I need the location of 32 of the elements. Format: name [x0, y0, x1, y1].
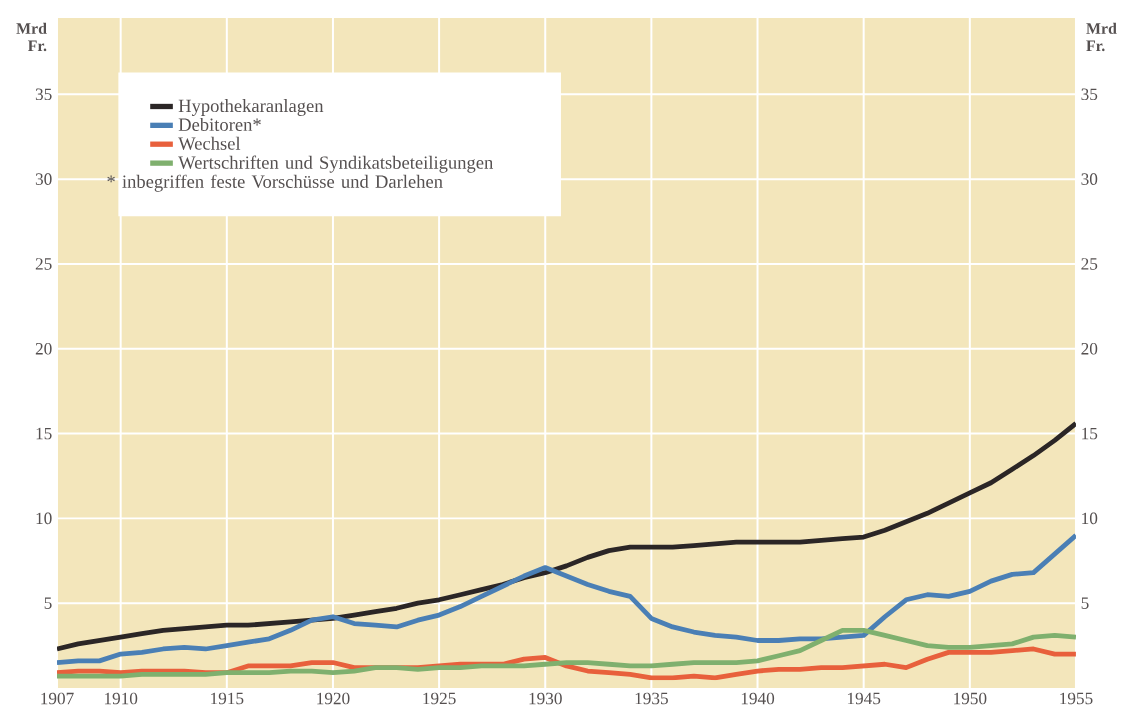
x-tick-label: 1940 [741, 692, 775, 705]
y2-tick-label: 35 [1081, 88, 1098, 101]
x-tick-label: 1955 [1060, 692, 1093, 705]
x-tick-label: 1910 [104, 692, 138, 705]
x-tick-label: 1907 [41, 692, 74, 705]
x-tick-label: 1950 [954, 692, 987, 705]
y-tick-label: 5 [44, 597, 52, 609]
y-axis-title: Mrd Fr. [16, 22, 47, 52]
y-tick-label: 20 [35, 342, 52, 355]
y2-tick-label: 15 [1082, 427, 1098, 440]
x-tick-label: 1920 [317, 692, 350, 705]
y2-tick-label: 10 [1082, 512, 1098, 525]
y2-tick-label: 20 [1081, 342, 1098, 355]
legend-label: Wechsel [178, 136, 241, 150]
x-tick-label: 1945 [847, 692, 881, 705]
y2-tick-label: 30 [1081, 173, 1098, 185]
legend-label: Debitoren* [178, 117, 261, 131]
annotation: * inbegriffen feste Vorschüsse und Darlehen [107, 174, 443, 192]
legend-label: Wertschriften und Syndikatsbeteiligungen [178, 155, 494, 173]
x-tick-label: 1930 [529, 692, 562, 705]
x-tick-label: 1925 [423, 692, 456, 705]
y-tick-label: 15 [36, 427, 52, 440]
y-tick-label: 30 [35, 173, 52, 185]
y-tick-label: 10 [36, 512, 52, 525]
y-tick-label: 25 [35, 258, 52, 270]
y2-axis-title: Mrd Fr. [1086, 22, 1117, 52]
x-tick-label: 1915 [211, 692, 244, 705]
y-tick-label: 35 [35, 88, 52, 101]
y2-tick-label: 5 [1081, 597, 1089, 609]
x-tick-label: 1935 [635, 692, 668, 705]
y2-tick-label: 25 [1081, 258, 1098, 270]
legend-label: Hypothekaranlagen [178, 99, 324, 116]
